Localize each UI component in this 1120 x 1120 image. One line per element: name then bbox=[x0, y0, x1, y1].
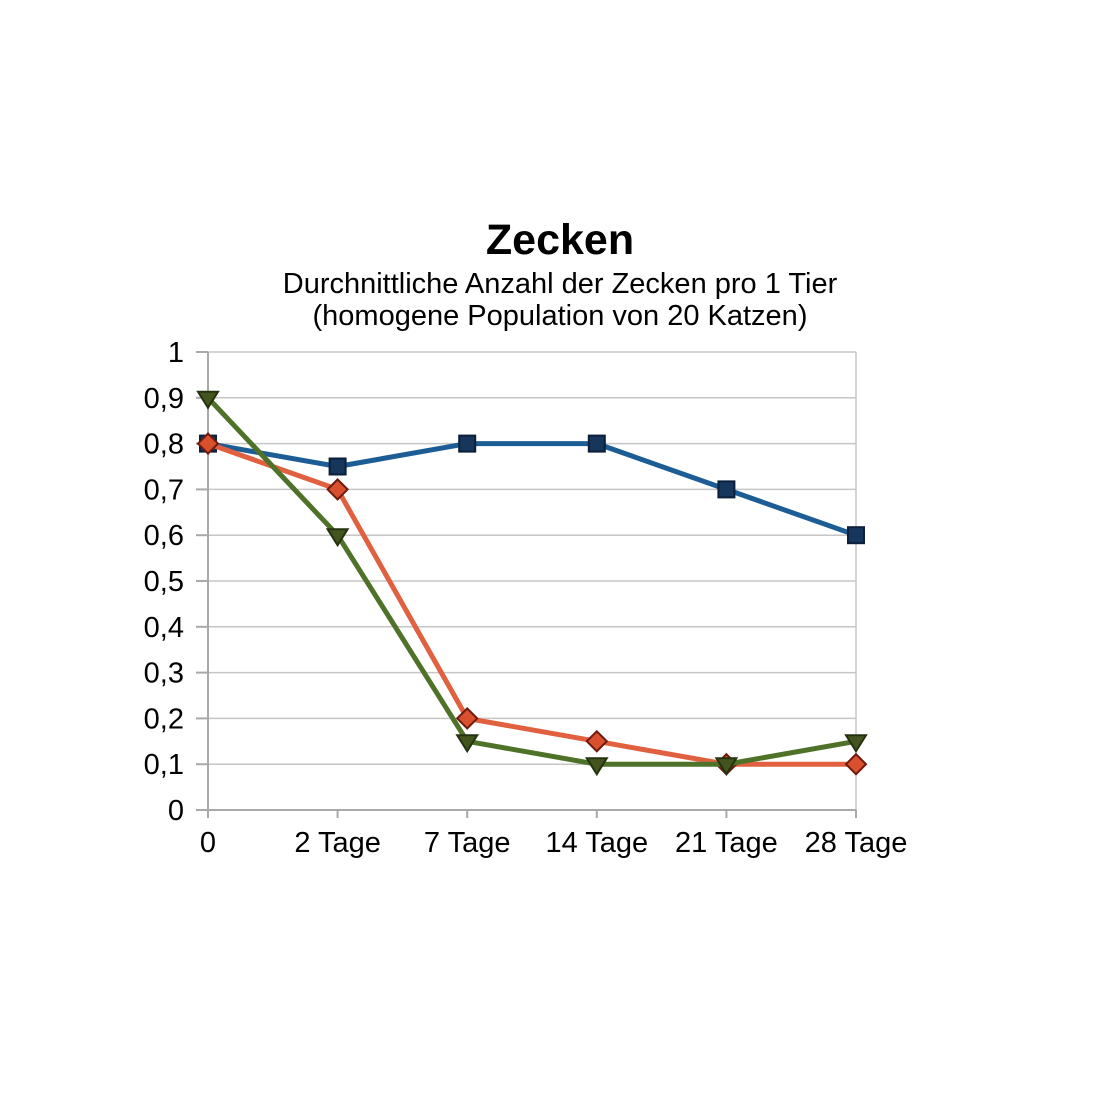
data-point-square-marker bbox=[717, 480, 736, 499]
data-point-square-marker bbox=[587, 434, 606, 453]
x-axis-ticks-labels: 0 2 Tage 7 Tage 14 Tage 21 Tage 28 Tage bbox=[200, 810, 907, 859]
data-point-square-marker bbox=[328, 457, 347, 476]
chart-title: Zecken bbox=[485, 216, 635, 264]
x-tick-label: 7 Tage bbox=[424, 827, 511, 859]
data-point-diamond-marker bbox=[455, 706, 479, 730]
y-gridlines bbox=[208, 351, 857, 818]
y-tick-label: 0,6 bbox=[144, 520, 184, 552]
x-tick-label: 14 Tage bbox=[545, 827, 648, 859]
y-tick-label: 0,3 bbox=[144, 658, 184, 690]
y-tick-label: 1 bbox=[168, 337, 184, 369]
data-point-triangle-marker bbox=[325, 528, 350, 548]
series-line bbox=[205, 441, 859, 767]
chart-subtitle-line-1: Durchnittliche Anzahl der Zecken pro 1 T… bbox=[282, 268, 838, 300]
y-tick-label: 0,2 bbox=[144, 703, 184, 735]
data-point-triangle-marker bbox=[455, 734, 480, 754]
series-line bbox=[205, 441, 859, 538]
axes bbox=[196, 352, 856, 818]
y-tick-label: 0,4 bbox=[144, 612, 184, 644]
data-point-triangle-marker bbox=[196, 390, 220, 410]
x-tick-label: 2 Tage bbox=[294, 827, 381, 859]
y-tick-label: 0,8 bbox=[144, 429, 184, 461]
y-tick-label: 0,9 bbox=[144, 383, 184, 415]
x-tick-label: 0 bbox=[200, 827, 216, 859]
data-point-triangle-marker bbox=[714, 757, 739, 777]
y-tick-label: 0,5 bbox=[144, 566, 184, 598]
y-tick-label: 0 bbox=[168, 795, 184, 827]
data-point-square-marker bbox=[458, 434, 477, 453]
series-red-diamonds bbox=[196, 432, 868, 776]
series-line bbox=[205, 395, 859, 767]
series-green-triangles bbox=[196, 390, 868, 777]
y-axis-ticks-labels: 0 0,1 0,2 0,3 0,4 0,5 0,6 0,7 0,8 0,9 1 bbox=[144, 337, 208, 827]
data-point-diamond-marker bbox=[326, 477, 350, 501]
x-tick-label: 28 Tage bbox=[805, 827, 908, 859]
x-tick-label: 21 Tage bbox=[675, 827, 778, 859]
data-point-diamond-marker bbox=[196, 432, 220, 456]
data-point-diamond-marker bbox=[585, 729, 609, 753]
chart-subtitle-line-2: (homogene Population von 20 Katzen) bbox=[312, 300, 808, 332]
data-point-square-marker bbox=[847, 526, 865, 545]
data-point-triangle-marker bbox=[844, 734, 868, 754]
data-point-diamond-marker bbox=[844, 752, 868, 776]
y-tick-label: 0,7 bbox=[144, 474, 184, 506]
data-point-triangle-marker bbox=[584, 757, 609, 777]
y-tick-label: 0,1 bbox=[144, 749, 184, 781]
